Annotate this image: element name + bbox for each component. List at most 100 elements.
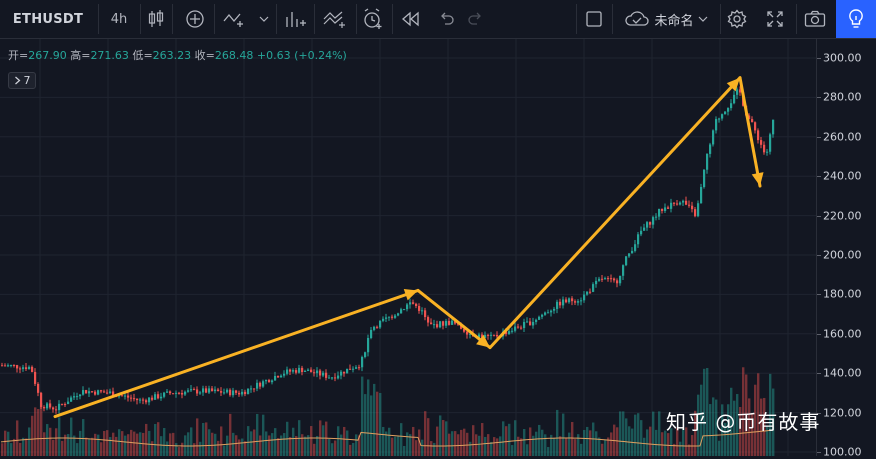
chart-pane[interactable]: [0, 39, 816, 456]
undo-icon[interactable]: [432, 0, 460, 38]
candle-body: [244, 391, 247, 395]
candle-body: [688, 204, 691, 206]
volume-bar: [703, 368, 706, 456]
volume-bar: [466, 432, 469, 456]
price-tick-mark: [817, 333, 821, 335]
candle-body: [598, 278, 601, 281]
candle-body: [7, 365, 10, 367]
volume-bar: [376, 391, 379, 456]
candle-body: [613, 278, 616, 281]
candle-body: [175, 392, 178, 394]
candle-body: [415, 303, 418, 307]
candle-body: [100, 390, 103, 392]
volume-moving-average: [0, 429, 773, 447]
candle-body: [580, 300, 583, 302]
redo-icon[interactable]: [462, 0, 490, 38]
volume-bar: [106, 430, 109, 456]
volume-bar: [169, 433, 172, 456]
volume-bar: [559, 436, 562, 456]
volume-bar: [19, 442, 22, 456]
layout-name-label: 未命名: [654, 13, 694, 29]
volume-bar: [547, 447, 550, 456]
ohlc-legend: 开=267.90 高=271.63 低=263.23 收=268.48 +0.6…: [8, 49, 347, 62]
candle-body: [127, 395, 130, 398]
volume-bar: [511, 445, 514, 456]
low-value: 263.23: [152, 49, 192, 62]
volume-bar: [79, 430, 82, 456]
volume-bar: [454, 431, 457, 456]
candle-body: [427, 317, 430, 323]
candle-body: [409, 302, 412, 305]
add-indicator-icon[interactable]: [180, 0, 210, 38]
volume-bar: [148, 430, 151, 456]
volume-bar: [361, 376, 364, 456]
candle-body: [637, 234, 640, 245]
candles-icon[interactable]: [142, 0, 170, 38]
replay-icon[interactable]: [396, 0, 426, 38]
candle-body: [40, 392, 43, 408]
candle-body: [685, 200, 688, 205]
candle-body: [184, 391, 187, 395]
chevron-down-icon[interactable]: [255, 0, 273, 38]
candle-body: [253, 388, 256, 390]
candle-body: [442, 321, 445, 326]
camera-icon[interactable]: [800, 0, 830, 38]
candle-body: [754, 122, 757, 131]
candle-body: [343, 371, 346, 374]
volume-bar: [259, 435, 262, 456]
symbol-search-button[interactable]: ETHUSDT: [12, 11, 84, 27]
candle-body: [61, 403, 64, 405]
candle-body: [196, 389, 199, 394]
price-chart[interactable]: [0, 39, 816, 456]
candle-body: [760, 140, 763, 145]
candle-body: [304, 370, 307, 373]
studies-toggle-button[interactable]: 7: [8, 72, 36, 89]
volume-bar: [397, 436, 400, 456]
candle-body: [577, 301, 580, 303]
fullscreen-square-icon[interactable]: [580, 0, 608, 38]
lightbulb-icon[interactable]: [836, 0, 876, 38]
expand-icon[interactable]: [760, 0, 790, 38]
candle-body: [355, 367, 358, 369]
candle-body: [85, 390, 88, 394]
volume-bar: [352, 442, 355, 456]
gear-icon[interactable]: [722, 0, 752, 38]
volume-bar: [607, 437, 610, 456]
candle-body: [541, 314, 544, 317]
volume-bar: [268, 435, 271, 456]
candle-body: [190, 389, 193, 391]
candle-body: [202, 388, 205, 393]
price-tick-label: 100.00: [823, 445, 862, 459]
volume-bar: [280, 435, 283, 456]
top-toolbar: ETHUSDT 4h: [0, 0, 876, 39]
volume-bar: [22, 437, 25, 456]
volume-bar: [667, 433, 670, 456]
interval-button[interactable]: 4h: [110, 11, 128, 27]
volume-bar: [415, 440, 418, 456]
layout-menu-button[interactable]: 未命名: [616, 0, 716, 38]
candle-body: [589, 291, 592, 293]
candle-body: [763, 144, 766, 153]
candle-body: [706, 153, 709, 170]
alert-wave-icon[interactable]: [318, 0, 352, 38]
candle-body: [172, 393, 175, 395]
compare-icon[interactable]: [220, 0, 250, 38]
price-axis[interactable]: 300.00 280.00 260.00 240.00 220.00 200.00 180.…: [816, 39, 876, 459]
candle-body: [400, 309, 403, 314]
volume-bar: [226, 435, 229, 456]
candle-body: [220, 391, 223, 393]
volume-bar: [661, 432, 664, 456]
candle-body: [340, 371, 343, 376]
volume-bar: [118, 429, 121, 456]
candle-body: [721, 114, 724, 119]
candle-body: [616, 280, 619, 284]
toolbar-divider: [98, 4, 99, 34]
candle-body: [385, 317, 388, 319]
volume-bar: [202, 422, 205, 456]
alarm-clock-icon[interactable]: [358, 0, 388, 38]
volume-bar: [538, 424, 541, 456]
candle-body: [43, 407, 46, 409]
bar-chart-icon[interactable]: [280, 0, 310, 38]
candle-body: [676, 203, 679, 205]
volume-bar: [499, 436, 502, 456]
